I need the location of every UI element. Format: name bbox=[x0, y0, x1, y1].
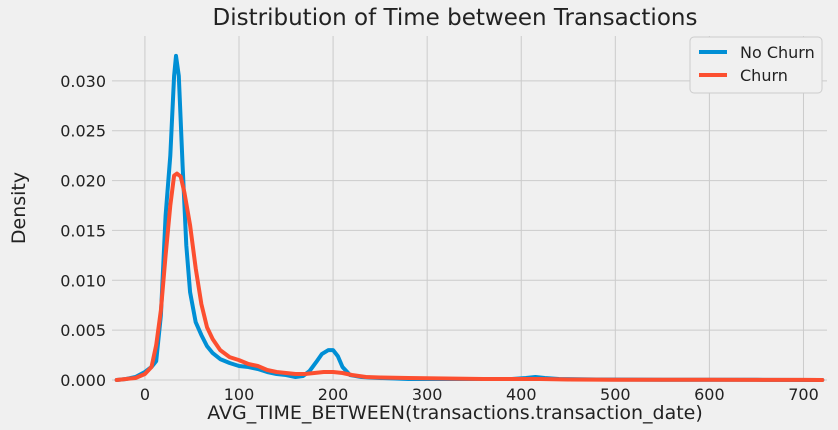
legend: No Churn Churn bbox=[689, 36, 823, 94]
y-tick-label: 0.020 bbox=[60, 172, 106, 191]
x-tick-label: 0 bbox=[140, 385, 150, 404]
x-tick-label: 200 bbox=[318, 385, 349, 404]
x-tick-label: 600 bbox=[694, 385, 725, 404]
y-tick-label: 0.000 bbox=[60, 371, 106, 390]
y-axis-label: Density bbox=[8, 172, 30, 244]
y-tick-label: 0.005 bbox=[60, 321, 106, 340]
x-tick-labels: 0 100 200 300 400 500 600 700 bbox=[140, 385, 819, 404]
x-tick-label: 300 bbox=[412, 385, 443, 404]
series-line-churn bbox=[114, 171, 825, 382]
chart-title: Distribution of Time between Transaction… bbox=[213, 5, 698, 31]
x-axis-label: AVG_TIME_BETWEEN(transactions.transactio… bbox=[207, 402, 703, 424]
x-tick-label: 400 bbox=[506, 385, 537, 404]
y-tick-label: 0.030 bbox=[60, 72, 106, 91]
y-tick-label: 0.015 bbox=[60, 221, 106, 240]
x-tick-label: 500 bbox=[600, 385, 631, 404]
legend-label-no-churn: No Churn bbox=[740, 43, 815, 62]
series-layer bbox=[114, 53, 825, 382]
y-tick-labels: 0.000 0.005 0.010 0.015 0.020 0.025 0.030 bbox=[60, 72, 106, 390]
x-tick-label: 700 bbox=[788, 385, 819, 404]
x-tick-label: 100 bbox=[224, 385, 255, 404]
y-tick-label: 0.025 bbox=[60, 122, 106, 141]
y-tick-label: 0.010 bbox=[60, 271, 106, 290]
legend-label-churn: Churn bbox=[740, 66, 788, 85]
